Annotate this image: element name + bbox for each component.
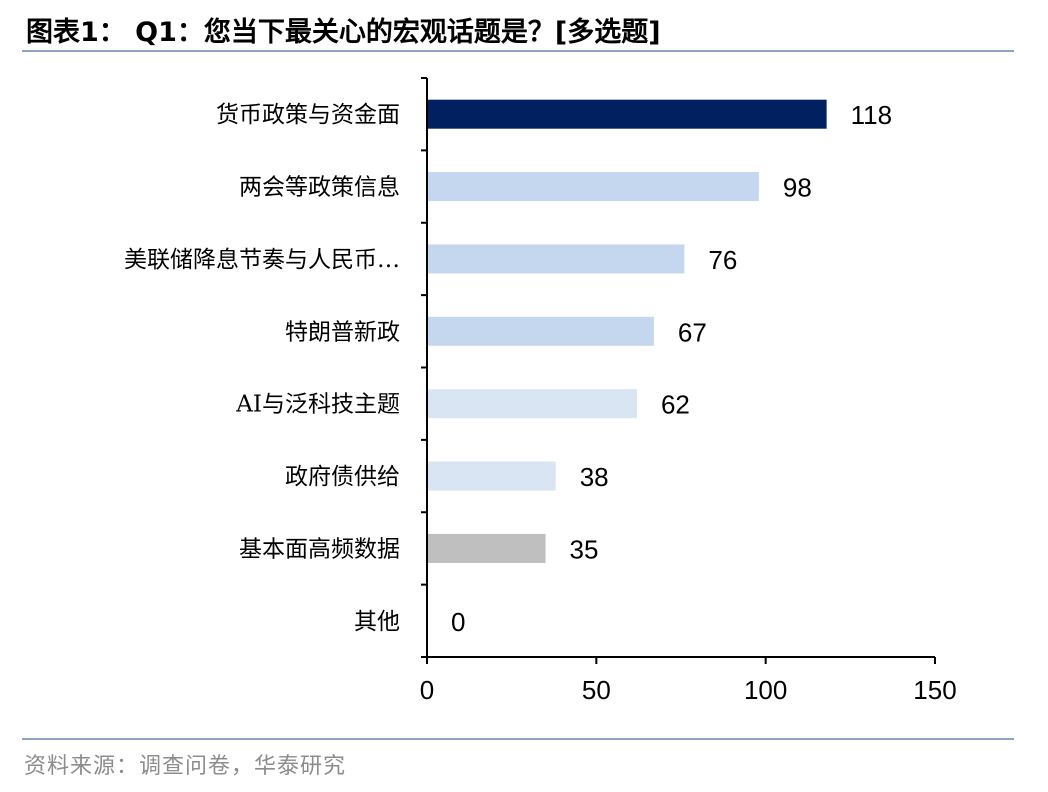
bar-2 (427, 244, 685, 274)
bar-5 (427, 461, 556, 491)
category-label-6: 基本面高频数据 (239, 536, 400, 562)
bar-4 (427, 389, 637, 419)
chart-title: 图表1： Q1：您当下最关心的宏观话题是？[多选题] (26, 17, 661, 48)
category-label-2: 美联储降息节奏与人民币… (124, 247, 400, 273)
bar-0 (427, 99, 827, 129)
value-label-3: 67 (678, 317, 707, 347)
value-label-4: 62 (661, 390, 690, 420)
x-tick-label-0: 0 (420, 675, 434, 705)
footer-divider (22, 738, 1014, 740)
value-label-6: 35 (570, 534, 599, 564)
bar-1 (427, 172, 759, 202)
value-label-0: 118 (851, 100, 892, 130)
bar-6 (427, 533, 546, 563)
category-label-3: 特朗普新政 (285, 319, 400, 345)
value-label-1: 98 (783, 173, 812, 203)
source-note: 资料来源：调查问卷，华泰研究 (24, 754, 347, 779)
category-label-7: 其他 (354, 609, 400, 635)
value-label-7: 0 (451, 607, 465, 637)
category-label-4: AI与泛科技主题 (235, 392, 400, 418)
x-tick-label-1: 50 (582, 675, 611, 705)
category-label-5: 政府债供给 (285, 464, 400, 490)
title-divider (22, 50, 1014, 52)
bar-3 (427, 316, 654, 346)
value-label-2: 76 (708, 245, 737, 275)
x-tick-label-3: 150 (913, 675, 956, 705)
category-label-0: 货币政策与资金面 (216, 102, 400, 128)
x-tick-label-2: 100 (744, 675, 787, 705)
value-label-5: 38 (580, 462, 609, 492)
category-label-1: 两会等政策信息 (239, 175, 400, 201)
